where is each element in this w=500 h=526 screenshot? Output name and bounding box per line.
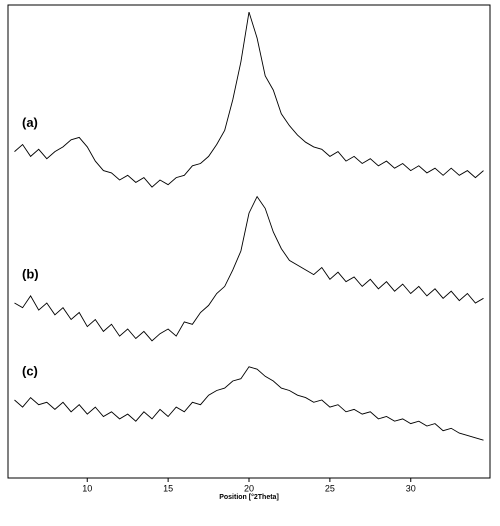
x-tick-label: 30 (406, 483, 416, 493)
x-tick-label: 10 (82, 483, 92, 493)
x-tick-label: 25 (325, 483, 335, 493)
x-tick-label: 15 (163, 483, 173, 493)
series-label: (c) (22, 363, 38, 378)
series-label: (b) (22, 266, 39, 281)
series-line (14, 11, 484, 188)
x-tick-label: 20 (244, 483, 254, 493)
plot-frame (7, 4, 491, 479)
x-axis-label: Position [°2Theta] (219, 493, 279, 501)
series-label: (a) (22, 115, 38, 130)
series-line (14, 366, 484, 441)
series-line (14, 195, 484, 342)
